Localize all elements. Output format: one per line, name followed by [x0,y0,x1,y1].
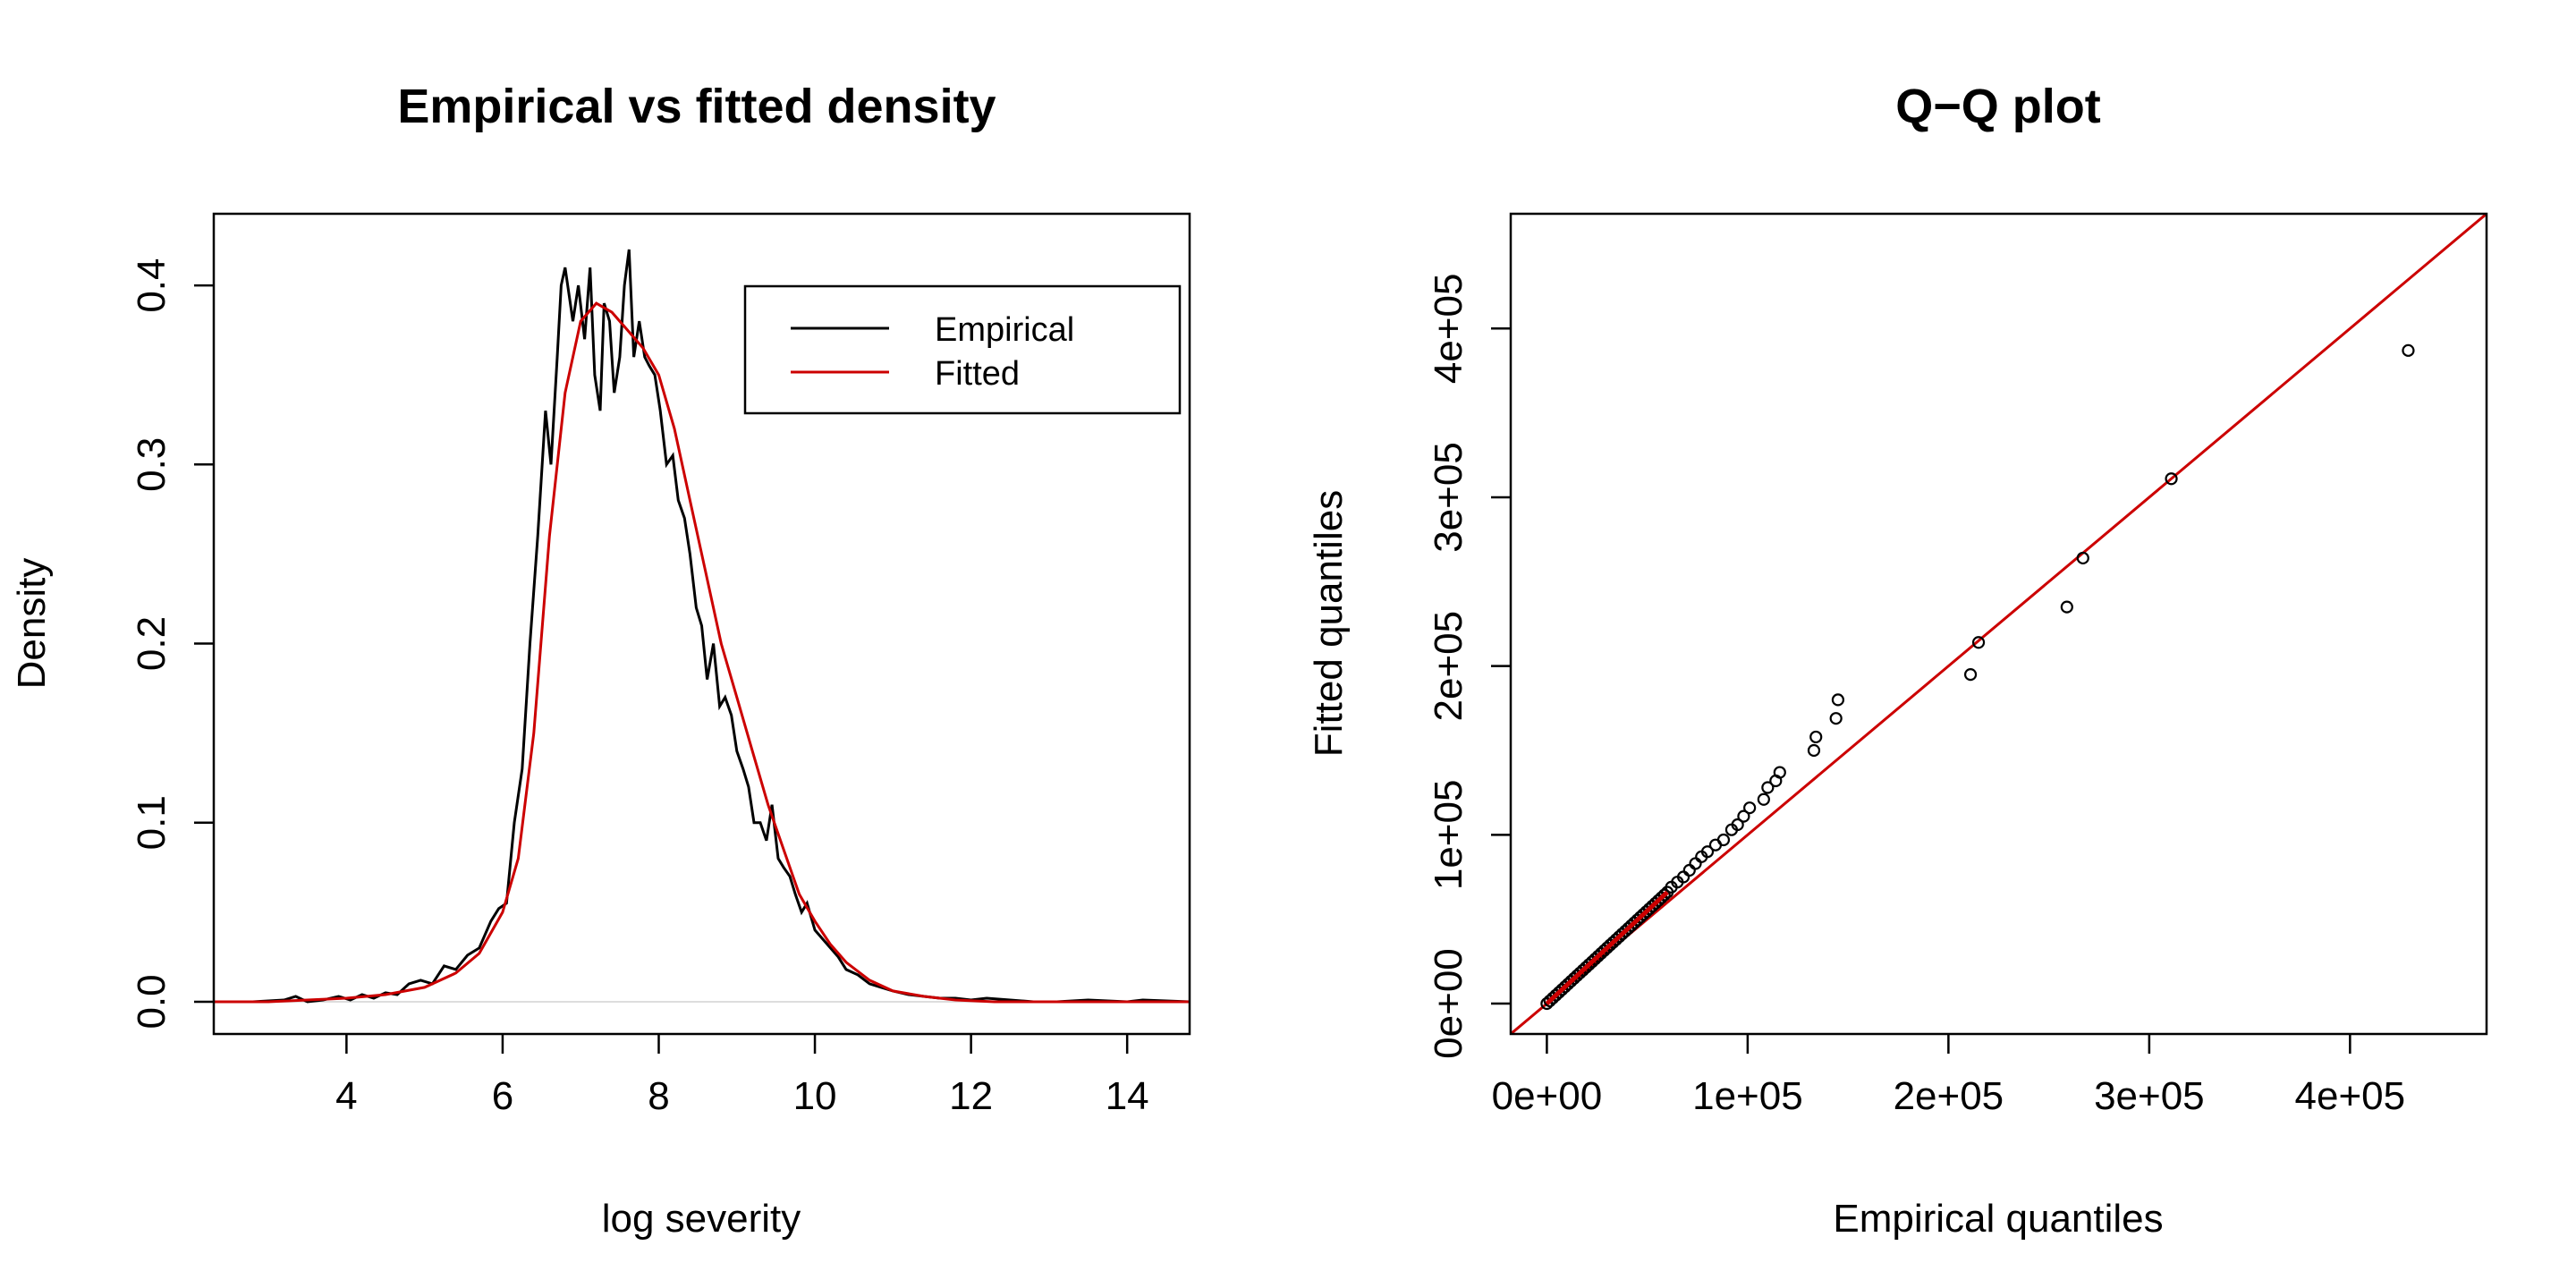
qq-point [1831,693,1845,707]
y-tick-label: 0.3 [130,437,174,492]
density-x-axis: 4 6 8 10 12 14 [335,1034,1149,1118]
y-tick-label: 0.2 [130,616,174,671]
qq-x-axis: 0e+00 1e+05 2e+05 3e+05 4e+05 [1492,1034,2406,1118]
qq-point [1971,636,1986,649]
qq-y-axis-label: Fitted quantiles [1307,490,1351,757]
series-empirical-line [214,249,1191,1004]
qq-point [2076,551,2089,565]
x-tick-label: 1e+05 [1692,1074,1803,1118]
series-fitted-line [214,301,1190,1004]
qq-point [1737,809,1750,823]
density-y-axis: 0.0 0.1 0.2 0.3 0.4 [130,258,214,1030]
qq-point [2060,600,2073,614]
x-tick-label: 8 [648,1074,669,1118]
y-tick-label: 4e+05 [1427,274,1470,385]
x-tick-label: 14 [1106,1074,1149,1118]
qq-point [1757,792,1770,806]
x-tick-label: 10 [793,1074,837,1118]
qq-point [1773,766,1786,779]
x-tick-label: 4 [335,1074,357,1118]
y-tick-label: 3e+05 [1427,442,1470,553]
x-tick-label: 3e+05 [2094,1074,2205,1118]
qq-point [1809,730,1823,744]
qq-point [1963,668,1978,682]
y-tick-label: 0e+00 [1427,948,1470,1059]
qq-point-dense [1657,888,1671,902]
legend-label-fitted: Fitted [935,355,1020,393]
qq-point [1761,781,1775,794]
reference-line [1511,214,2487,1034]
qq-plot-box [1509,212,2488,1036]
qq-point [1731,818,1744,832]
x-tick-label: 0e+00 [1492,1074,1603,1118]
qq-panel: Q−Q plot 0e+00 1e+05 2e+05 3e+05 4e+05 0e+00… [1307,80,2488,1241]
x-tick-label: 12 [949,1074,993,1118]
x-tick-label: 6 [492,1074,513,1118]
qq-point [1829,712,1843,725]
qq-x-axis-label: Empirical quantiles [1833,1197,2163,1241]
qq-point [1682,863,1696,877]
qq-point [1689,857,1702,870]
density-legend: Empirical Fitted [743,284,1182,415]
density-panel: Empirical vs fitted density 4 6 8 10 12 14 0.… [10,80,1191,1241]
density-y-axis-label: Density [10,558,54,690]
y-tick-label: 1e+05 [1427,780,1470,891]
x-tick-label: 4e+05 [2295,1074,2406,1118]
y-tick-label: 2e+05 [1427,611,1470,722]
legend-box [743,284,1182,415]
qq-point [2402,343,2415,357]
density-plot-box [212,212,1191,1036]
density-plot-area [214,249,1191,1004]
qq-point [1700,845,1715,859]
qq-title: Q−Q plot [1895,80,2101,133]
y-tick-label: 0.1 [130,795,174,850]
x-tick-label: 2e+05 [1894,1074,2004,1118]
density-title: Empirical vs fitted density [397,80,996,133]
y-tick-label: 0.0 [130,974,174,1029]
density-x-axis-label: log severity [602,1197,801,1241]
dense-overlay [1545,890,1669,1005]
y-tick-label: 0.4 [130,258,174,313]
qq-point [1807,743,1821,758]
qq-point [1716,833,1731,847]
legend-label-empirical: Empirical [935,311,1074,349]
qq-plot-area [1511,214,2487,1034]
qq-point [2165,472,2178,486]
qq-point [1743,801,1757,815]
qq-y-axis: 0e+00 1e+05 2e+05 3e+05 4e+05 [1427,274,1511,1059]
